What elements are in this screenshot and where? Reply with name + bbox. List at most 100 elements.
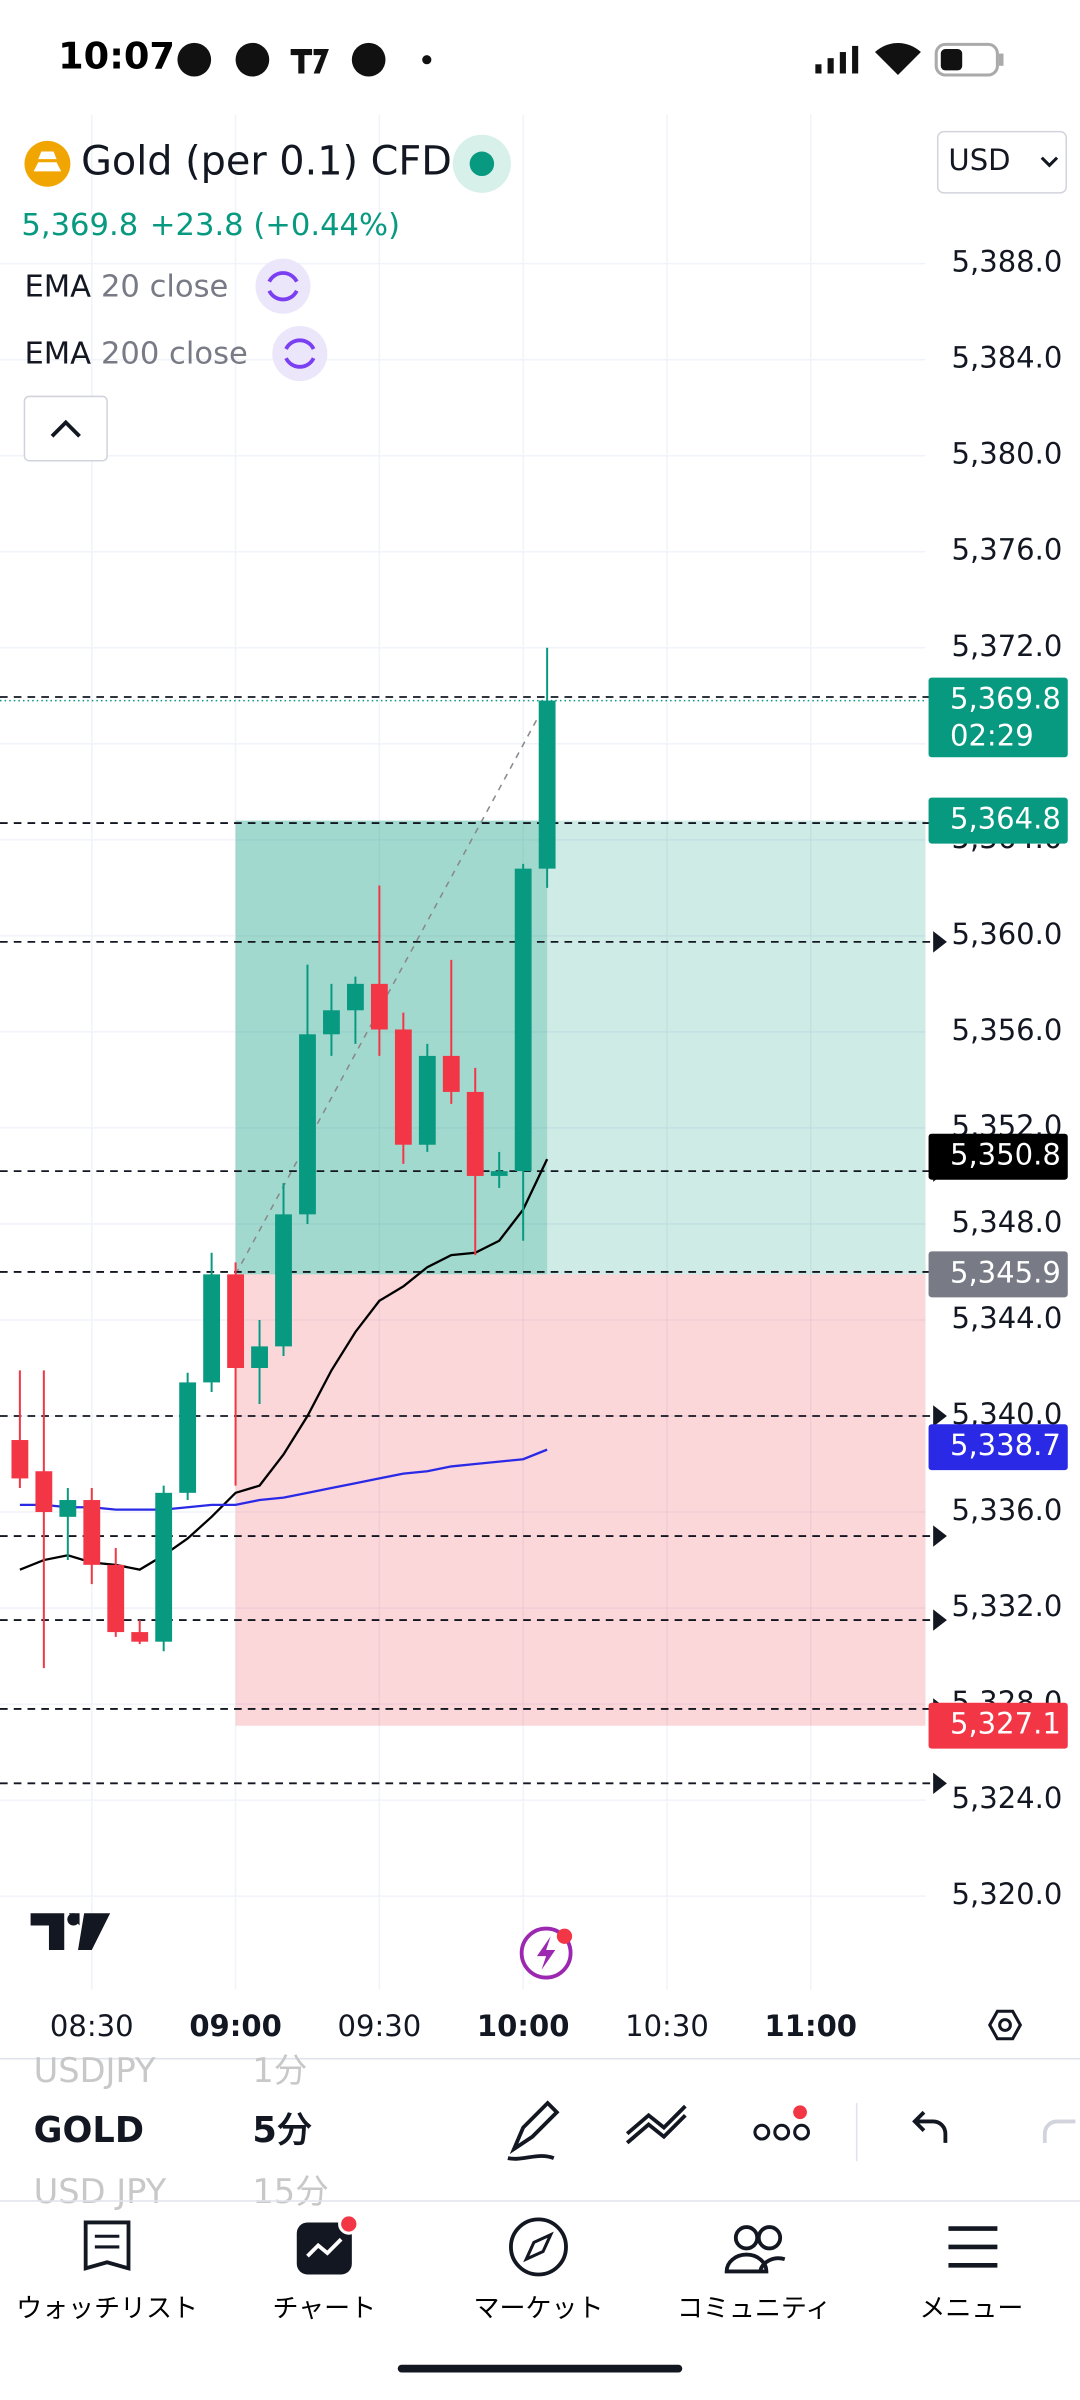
ema-line (19, 1158, 549, 1571)
y-tick-label: 5,388.0 (952, 245, 1063, 279)
x-tick-label: 10:30 (625, 2009, 709, 2043)
level-marker (933, 1609, 947, 1631)
nav-label[interactable]: チャート (272, 2294, 376, 2324)
price-label-bg (928, 1702, 1068, 1749)
x-tick-label: 08:30 (50, 2009, 134, 2043)
y-tick-label: 5,336.0 (952, 1493, 1063, 1527)
nav-watchlist-icon[interactable] (83, 2220, 131, 2271)
symbol-option[interactable]: USDJPY (34, 2051, 156, 2090)
candle-body (418, 1055, 436, 1145)
symbol-name[interactable]: Gold (per 0.1) CFD (81, 138, 452, 184)
candle-body (442, 1055, 460, 1092)
indicator-name: EMA (24, 269, 91, 304)
candle-body (203, 1274, 221, 1383)
candle-body (394, 1029, 412, 1145)
nav-menu-icon[interactable] (948, 2226, 998, 2268)
nav-label[interactable]: マーケット (473, 2294, 603, 2324)
level-marker (933, 1525, 947, 1547)
nav-label[interactable]: ウォッチリスト (16, 2294, 198, 2324)
indicator-params: 200 close (101, 337, 248, 372)
candle-body (514, 868, 532, 1172)
price-change: +23.8 (+0.44%) (150, 208, 400, 243)
settings-button[interactable] (987, 2009, 1023, 2041)
candle-body (107, 1564, 125, 1633)
interval-option[interactable]: 15分 (252, 2172, 328, 2211)
collapse-button[interactable] (23, 395, 108, 462)
target-zone (235, 820, 926, 1275)
level-marker (933, 931, 947, 953)
target-zone-filled (235, 820, 548, 1275)
symbol-option[interactable]: USD JPY (34, 2172, 167, 2211)
candle-body (155, 1492, 173, 1642)
market-status-dot (469, 151, 495, 177)
price-label: 5,338.7 (950, 1428, 1061, 1462)
interval-current[interactable]: 5分 (252, 2110, 312, 2151)
y-tick-label: 5,376.0 (952, 533, 1063, 567)
candle-body (11, 1440, 29, 1479)
symbol-current[interactable]: GOLD (34, 2110, 144, 2151)
price-label-bg (928, 1133, 1068, 1180)
y-tick-label: 5,348.0 (952, 1205, 1063, 1239)
candle-body (179, 1382, 197, 1493)
more-tools[interactable] (753, 2105, 810, 2141)
stop-zone (235, 1274, 926, 1726)
price-label-bg (928, 797, 1068, 844)
ema-line (19, 1448, 548, 1511)
x-tick-label: 09:00 (189, 2009, 281, 2043)
indicator-params: 20 close (101, 269, 228, 304)
price-label-bg (928, 1424, 1068, 1471)
level-marker (933, 1772, 947, 1795)
candle-body (35, 1471, 53, 1513)
candle-body (370, 983, 388, 1030)
x-tick-label: 10:00 (477, 2009, 569, 2043)
redo[interactable] (1042, 2119, 1076, 2143)
y-tick-label: 5,356.0 (952, 1013, 1063, 1047)
lightning-button[interactable] (519, 1926, 573, 1980)
y-tick-label: 5,324.0 (952, 1781, 1063, 1815)
x-tick-label: 09:30 (338, 2009, 422, 2043)
candle-body (466, 1091, 484, 1176)
indicator-reload[interactable] (255, 258, 311, 314)
status-icons (177, 42, 1004, 77)
currency-select[interactable] (936, 130, 1067, 194)
price-label: 5,364.8 (950, 802, 1061, 836)
y-tick-label: 5,380.0 (952, 437, 1063, 471)
candle-body (131, 1632, 149, 1642)
price-label: 5,345.9 (950, 1255, 1061, 1289)
last-price: 5,369.8 (21, 208, 138, 243)
y-tick-label: 5,320.0 (952, 1877, 1063, 1911)
undo[interactable] (912, 2110, 948, 2143)
draw-tool[interactable] (507, 2100, 560, 2161)
level-marker (933, 1405, 947, 1427)
price-label: 5,369.8 (950, 682, 1061, 716)
nav-label[interactable]: メニュー (919, 2294, 1023, 2324)
nav-market-icon[interactable] (509, 2217, 568, 2277)
trade-path (234, 700, 548, 1275)
candle-body (538, 700, 556, 869)
candle-body (227, 1274, 244, 1368)
y-tick-label: 5,384.0 (952, 341, 1063, 375)
countdown: 02:29 (950, 718, 1034, 752)
interval-option[interactable]: 1分 (252, 2051, 307, 2090)
home-indicator (397, 2364, 683, 2373)
plot: 08:30 09:00 09:30 10:00 10:30 11:00 5,388.0 5,3… (0, 245, 1068, 2043)
y-tick-label: 5,344.0 (952, 1301, 1063, 1335)
chart-background (0, 114, 926, 1990)
nav-chart-icon[interactable] (296, 2213, 360, 2275)
line-tools[interactable] (625, 2104, 687, 2145)
tv-logo (30, 1913, 111, 1950)
nav-label[interactable]: コミュニティ (677, 2294, 831, 2324)
candle-body (346, 983, 364, 1011)
nav-community-icon[interactable] (724, 2225, 786, 2274)
symbol-icon-bars (33, 151, 62, 172)
y-tick-label: 5,360.0 (952, 917, 1063, 951)
candle-body (83, 1500, 101, 1565)
indicator-reload[interactable] (272, 326, 328, 382)
candle-body (251, 1346, 268, 1368)
x-tick-label: 11:00 (765, 2009, 857, 2043)
candle-body (323, 1010, 340, 1035)
currency[interactable]: USD (948, 143, 1010, 177)
price-label: 5,350.8 (950, 1138, 1061, 1172)
price-label-bg (928, 677, 1068, 758)
